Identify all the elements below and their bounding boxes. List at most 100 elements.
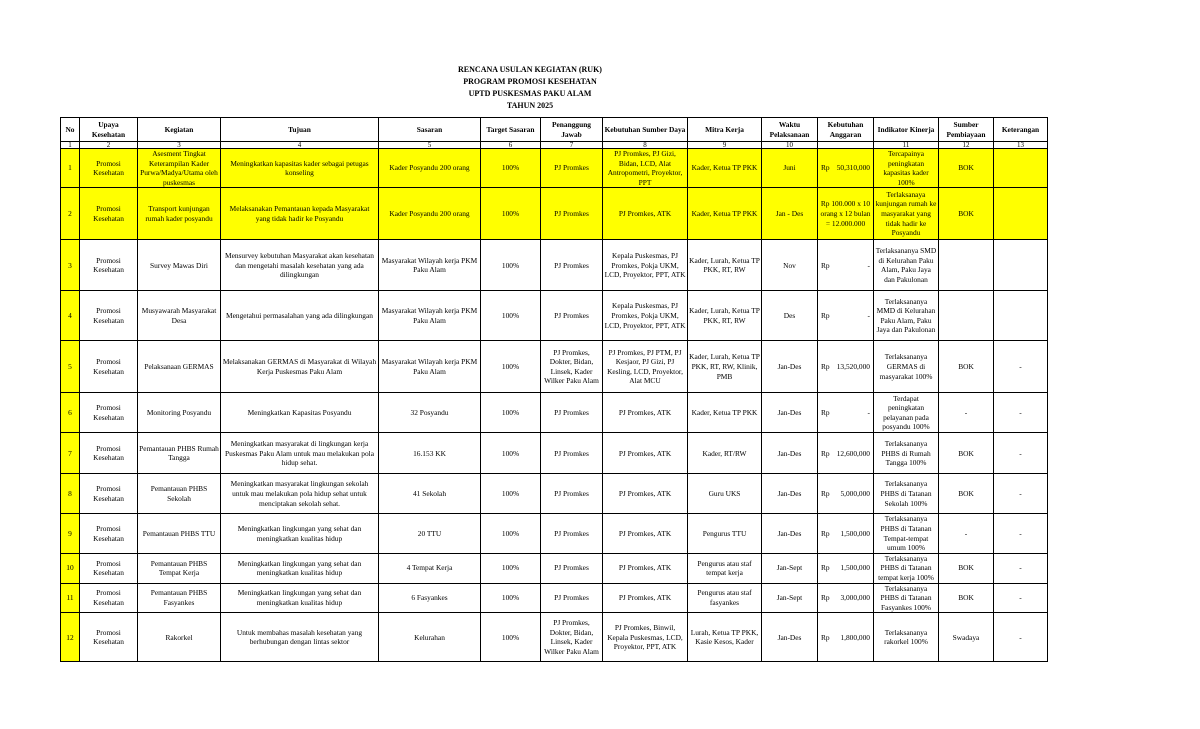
cell-mitra: Kader, Lurah, Ketua TP PKK, RT, RW — [687, 239, 762, 292]
cell-penanggung-jawab: PJ Promkes — [540, 552, 603, 584]
cell-indikator: Tercapainya peningkatan kapasitas kader … — [873, 147, 939, 189]
cell-target: 100% — [480, 513, 541, 554]
cell-mitra: Kader, Lurah, Ketua TP PKK, RT, RW — [687, 290, 762, 342]
cell-keterangan: - — [993, 340, 1048, 394]
title-line: TAHUN 2025 — [506, 101, 554, 110]
cell-anggaran: Rp 1,500,000 — [817, 513, 874, 554]
cell-sumber-daya: PJ Promkes, ATK — [602, 582, 688, 614]
cell-pembiayaan — [938, 239, 994, 292]
cell-anggaran: Rp 1,800,000 — [817, 612, 874, 663]
cell-sumber-daya: PJ Promkes, ATK — [602, 432, 688, 475]
cell-upaya: Promosi Kesehatan — [79, 473, 138, 515]
header-penanggung-jawab: Penanggung Jawab — [540, 117, 603, 142]
cell-waktu: Jan-Des — [761, 340, 818, 394]
cell-kegiatan: Musyawarah Masyarakat Desa — [137, 290, 221, 342]
currency-prefix: Rp — [821, 528, 830, 538]
cell-waktu: Jan-Sept — [761, 552, 818, 584]
header-pembiayaan: Sumber Pembiayaan — [938, 117, 994, 142]
cell-no: 5 — [60, 340, 80, 394]
cell-sasaran: 16.153 KK — [378, 432, 481, 475]
currency-prefix: Rp — [821, 448, 830, 458]
table-row: 9 Promosi Kesehatan Pemantauan PHBS TTU Men… — [60, 513, 1048, 554]
amount-value: 50,310,000 — [836, 163, 870, 173]
amount-value: 5,000,000 — [840, 489, 870, 499]
cell-tujuan: Meningkatkan kapasitas kader sebagai pet… — [220, 147, 379, 189]
column-number: 7 — [540, 141, 603, 149]
cell-mitra: Kader, RT/RW — [687, 432, 762, 475]
cell-keterangan — [993, 187, 1048, 241]
table-row: 10 Promosi Kesehatan Pemantauan PHBS Tempa… — [60, 552, 1048, 584]
header-sasaran: Sasaran — [378, 117, 481, 142]
cell-upaya: Promosi Kesehatan — [79, 432, 138, 475]
cell-sumber-daya: PJ Promkes, ATK — [602, 473, 688, 515]
cell-upaya: Promosi Kesehatan — [79, 239, 138, 292]
cell-tujuan: Meningkatkan lingkungan yang sehat dan m… — [220, 552, 379, 584]
amount-value: - — [867, 311, 870, 321]
cell-sasaran: 41 Sekolah — [378, 473, 481, 515]
cell-waktu: Jan-Des — [761, 432, 818, 475]
cell-upaya: Promosi Kesehatan — [79, 612, 138, 663]
cell-anggaran: Rp 50,310,000 — [817, 147, 874, 189]
table-row: 12 Promosi Kesehatan Rakorkel Untuk membaha… — [60, 612, 1048, 663]
cell-target: 100% — [480, 432, 541, 475]
table-row: 8 Promosi Kesehatan Pemantauan PHBS Sekola… — [60, 473, 1048, 515]
cell-pembiayaan: - — [938, 392, 994, 434]
cell-anggaran: Rp - — [817, 290, 874, 342]
cell-keterangan: - — [993, 582, 1048, 614]
amount-value: 1,800,000 — [840, 632, 870, 642]
column-number: 9 — [687, 141, 762, 149]
cell-penanggung-jawab: PJ Promkes — [540, 290, 603, 342]
cell-mitra: Lurah, Ketua TP PKK, Kasie Kesos, Kader — [687, 612, 762, 663]
cell-keterangan — [993, 290, 1048, 342]
table-row: 6 Promosi Kesehatan Monitoring Posyandu Men… — [60, 392, 1048, 434]
cell-pembiayaan: BOK — [938, 340, 994, 394]
cell-pembiayaan: BOK — [938, 552, 994, 584]
cell-mitra: Pengurus TTU — [687, 513, 762, 554]
cell-mitra: Guru UKS — [687, 473, 762, 515]
cell-sasaran: Kelurahan — [378, 612, 481, 663]
cell-target: 100% — [480, 340, 541, 394]
cell-upaya: Promosi Kesehatan — [79, 340, 138, 394]
column-number: 13 — [993, 141, 1048, 149]
amount-value: - — [867, 260, 870, 270]
table-row: 5 Promosi Kesehatan Pelaksanaan GERMAS Mela… — [60, 340, 1048, 394]
cell-penanggung-jawab: PJ Promkes — [540, 147, 603, 189]
cell-no: 2 — [60, 187, 80, 241]
cell-waktu: Jan-Sept — [761, 582, 818, 614]
header-anggaran: Kebutuhan Anggaran — [817, 117, 874, 142]
cell-no: 7 — [60, 432, 80, 475]
currency-prefix: Rp — [821, 362, 830, 372]
currency-prefix: Rp — [821, 489, 830, 499]
cell-target: 100% — [480, 473, 541, 515]
cell-sumber-daya: Kepala Puskesmas, PJ Promkes, Pokja UKM,… — [602, 290, 688, 342]
cell-waktu: Juni — [761, 147, 818, 189]
cell-anggaran: Rp 100.000 x 10 orang x 12 bulan = 12.00… — [817, 187, 874, 241]
cell-indikator: Terlaksananya GERMAS di masyarakat 100% — [873, 340, 939, 394]
cell-kegiatan: Asesment Tingkat Keterampilan Kader Purw… — [137, 147, 221, 189]
cell-kegiatan: Pemantauan PHBS Tempat Kerja — [137, 552, 221, 584]
cell-target: 100% — [480, 582, 541, 614]
cell-waktu: Jan-Des — [761, 392, 818, 434]
cell-waktu: Jan-Des — [761, 473, 818, 515]
column-number: 12 — [938, 141, 994, 149]
cell-indikator: Terlaksananya PHBS di Tatanan Sekolah 10… — [873, 473, 939, 515]
cell-sasaran: 32 Posyandu — [378, 392, 481, 434]
title-line: UPTD PUSKESMAS PAKU ALAM — [468, 89, 592, 98]
cell-mitra: Kader, Ketua TP PKK — [687, 392, 762, 434]
cell-mitra: Kader, Ketua TP PKK — [687, 187, 762, 241]
cell-indikator: Terlaksananya PHBS di Tatanan Fasyankes … — [873, 582, 939, 614]
cell-pembiayaan: BOK — [938, 147, 994, 189]
cell-upaya: Promosi Kesehatan — [79, 582, 138, 614]
cell-keterangan: - — [993, 473, 1048, 515]
cell-kegiatan: Pelaksanaan GERMAS — [137, 340, 221, 394]
currency-prefix: Rp — [821, 632, 830, 642]
currency-prefix: Rp — [821, 593, 830, 603]
amount-value: 1,500,000 — [840, 563, 870, 573]
cell-tujuan: Melaksanakan Pemantauan kepada Masyaraka… — [220, 187, 379, 241]
header-indikator: Indikator Kinerja — [873, 117, 939, 142]
cell-upaya: Promosi Kesehatan — [79, 147, 138, 189]
header-sumber-daya: Kebutuhan Sumber Daya — [602, 117, 688, 142]
cell-kegiatan: Survey Mawas Diri — [137, 239, 221, 292]
cell-upaya: Promosi Kesehatan — [79, 290, 138, 342]
column-number: 8 — [602, 141, 688, 149]
